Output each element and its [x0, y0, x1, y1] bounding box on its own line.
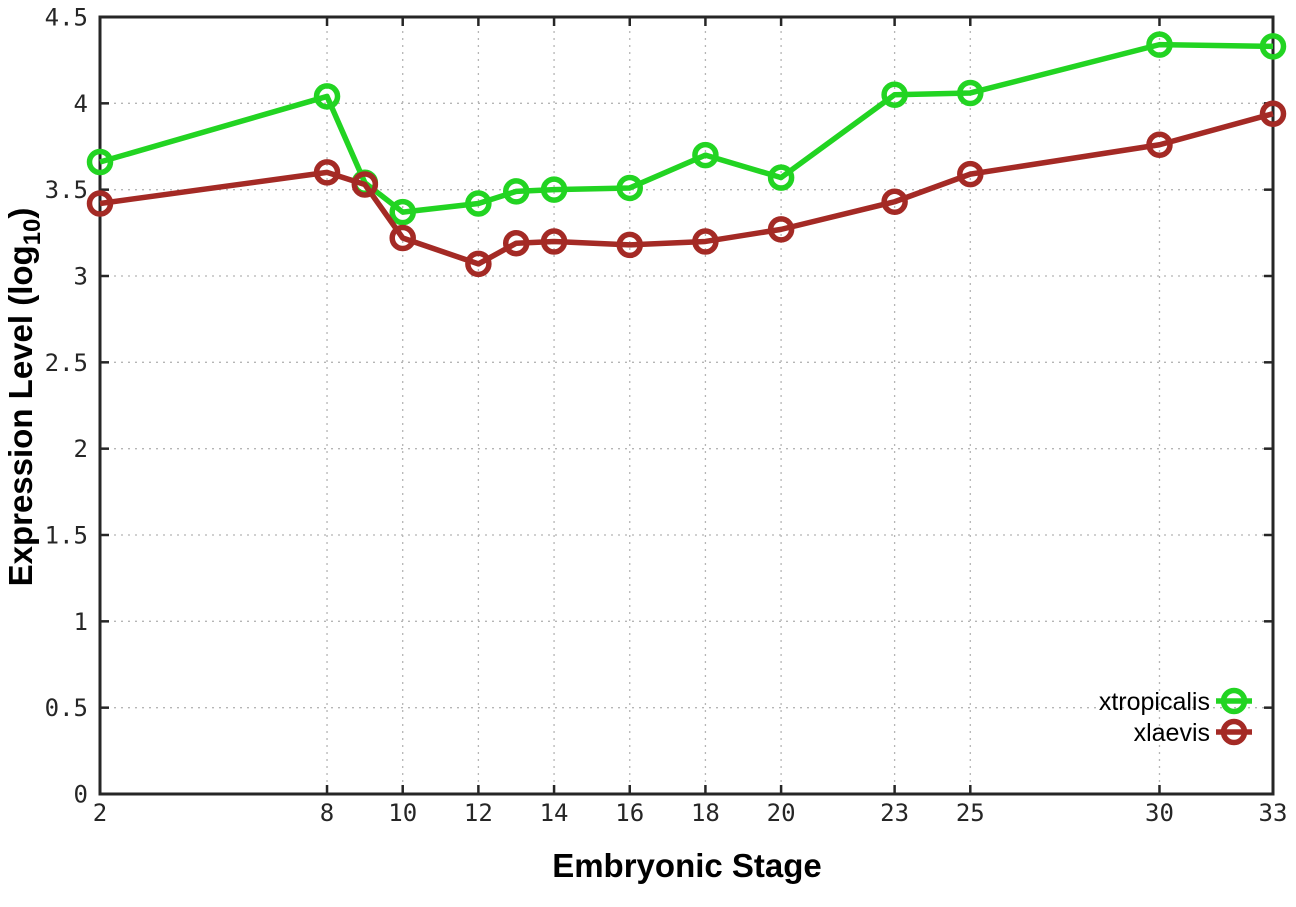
- y-tick-label: 3: [74, 263, 88, 291]
- x-tick-labels: 2 8 10 12 14 16 18 20 23 25 30 33: [93, 799, 1288, 827]
- y-axis-title-main: Expression Level (log: [2, 245, 39, 586]
- y-tick-label: 0: [74, 781, 88, 809]
- data-point-xlaevis: [767, 216, 795, 243]
- data-point-xtropicalis: [1146, 31, 1173, 58]
- series-xlaevis: [86, 100, 1287, 278]
- x-tick-label: 25: [956, 799, 985, 827]
- data-point-xlaevis: [465, 250, 492, 278]
- y-tick-labels: 0 0.5 1 1.5 2 2.5 3 3.5 4 4.5: [45, 4, 88, 809]
- data-point-xtropicalis: [389, 198, 416, 226]
- gridlines: [100, 17, 1273, 794]
- y-tick-label: 4.5: [45, 4, 88, 32]
- y-axis-title-suffix: ): [2, 208, 39, 219]
- plot-border: [98, 15, 1275, 796]
- data-point-xlaevis: [540, 228, 568, 255]
- data-point-xtropicalis: [616, 174, 643, 202]
- y-tick-label: 2.5: [45, 349, 88, 377]
- x-tick-label: 30: [1145, 799, 1174, 827]
- series-xtropicalis: [86, 31, 1287, 226]
- data-point-xlaevis: [389, 224, 416, 252]
- data-point-xtropicalis: [313, 83, 341, 110]
- x-tick-label: 16: [615, 799, 644, 827]
- y-tick-label: 0.5: [45, 694, 88, 722]
- data-point-xlaevis: [692, 228, 719, 255]
- x-tick-label: 2: [93, 799, 107, 827]
- legend-samples: [1216, 687, 1252, 746]
- plot-area: 2 8 10 12 14 16 18 20 23 25 30 33 0 0.5 1 1.5 2 2.5 3 3.5 4 4…: [45, 4, 1288, 828]
- data-point-xtropicalis: [540, 176, 568, 203]
- data-point-xtropicalis: [881, 81, 908, 108]
- data-point-xtropicalis: [465, 190, 492, 217]
- data-point-xtropicalis: [502, 178, 530, 205]
- data-point-xlaevis: [957, 160, 984, 188]
- y-tick-label: 2: [74, 435, 88, 463]
- data-point-xlaevis: [313, 159, 341, 186]
- data-point-xlaevis: [1259, 100, 1287, 127]
- series-line-xtropicalis: [99, 41, 1274, 215]
- data-point-xlaevis: [351, 171, 379, 198]
- x-tick-label: 20: [767, 799, 796, 827]
- data-point-xtropicalis: [1259, 33, 1287, 60]
- legend-marker-xlaevis-icon: [1220, 718, 1248, 746]
- x-tick-label: 8: [320, 799, 334, 827]
- data-point-xtropicalis: [692, 141, 719, 169]
- y-axis-title: Expression Level (log10): [2, 208, 46, 587]
- y-tick-label: 1: [74, 608, 88, 636]
- data-point-xtropicalis: [957, 79, 984, 107]
- x-tick-label: 18: [691, 799, 720, 827]
- legend-label-xlaevis: xlaevis: [1134, 719, 1210, 747]
- y-tick-label: 1.5: [45, 522, 88, 550]
- legend-marker-xtropicalis-icon: [1220, 687, 1248, 715]
- x-tick-label: 33: [1259, 799, 1288, 827]
- y-axis-title-subscript: 10: [19, 219, 46, 246]
- tick-marks: [98, 15, 1275, 796]
- legend-label-xtropicalis: xtropicalis: [1099, 688, 1210, 716]
- data-point-xlaevis: [1146, 131, 1173, 159]
- y-tick-label: 3.5: [45, 176, 88, 204]
- x-axis-title: Embryonic Stage: [552, 847, 822, 884]
- data-point-xtropicalis: [86, 148, 114, 176]
- data-point-xlaevis: [86, 190, 114, 217]
- data-point-xlaevis: [502, 229, 530, 257]
- data-point-xtropicalis: [767, 164, 795, 191]
- x-tick-label: 10: [388, 799, 417, 827]
- data-point-xlaevis: [881, 188, 908, 216]
- x-tick-label: 23: [880, 799, 909, 827]
- x-tick-label: 12: [464, 799, 493, 827]
- y-tick-label: 4: [74, 90, 88, 118]
- data-point-xlaevis: [616, 231, 643, 259]
- series-line-xlaevis: [99, 111, 1274, 267]
- x-tick-label: 14: [540, 799, 569, 827]
